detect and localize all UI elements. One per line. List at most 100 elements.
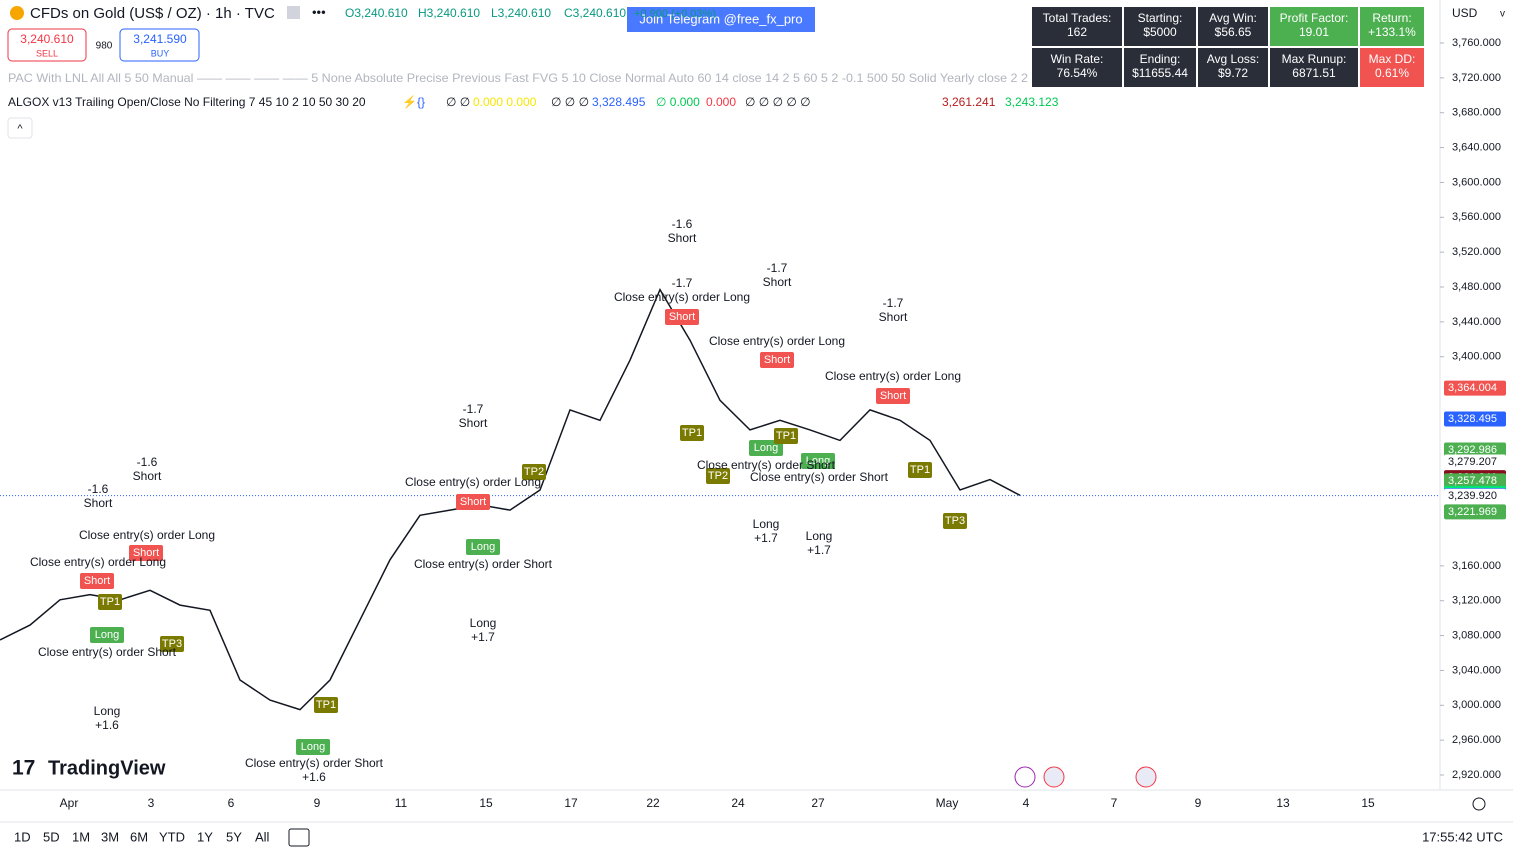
stats-value: +133.1% bbox=[1368, 25, 1416, 39]
symbol[interactable]: CFDs on Gold (US$ / OZ) · 1h · TVC bbox=[30, 5, 275, 22]
range-button[interactable]: 1Y bbox=[197, 829, 213, 844]
trade-tag bbox=[801, 453, 835, 469]
y-tick-label: 3,520.000 bbox=[1452, 246, 1501, 258]
annotation: +1.6 bbox=[95, 718, 119, 732]
range-button[interactable]: 5Y bbox=[226, 829, 242, 844]
trade-tag bbox=[466, 539, 500, 555]
indicator-value: 3,328.495 bbox=[592, 95, 646, 109]
ohlc-value: L3,240.610 bbox=[491, 6, 551, 20]
price-badge bbox=[1444, 442, 1506, 458]
sell-button[interactable] bbox=[7, 28, 87, 62]
price-badge-label: 3,257.478 bbox=[1448, 475, 1497, 487]
x-tick-label: 6 bbox=[228, 796, 235, 810]
telegram-banner[interactable] bbox=[627, 7, 815, 32]
indicator[interactable]: ALGOX v13 Trailing Open/Close No Filteri… bbox=[8, 95, 366, 109]
stats-label: Avg Loss: bbox=[1207, 52, 1259, 66]
menu[interactable]: ••• bbox=[312, 4, 326, 19]
annotation: Close entry(s) order Long bbox=[405, 475, 541, 489]
annotation: +1.6 bbox=[302, 770, 326, 784]
indicator-value: 0.000 bbox=[706, 95, 736, 109]
price-badge-label: 3,292.986 bbox=[1448, 444, 1497, 456]
y-tick-label: 3,600.000 bbox=[1452, 176, 1501, 188]
y-tick-label: 3,120.000 bbox=[1452, 595, 1501, 607]
trade-tag-label: TP3 bbox=[945, 515, 965, 527]
y-tick-label: 3,480.000 bbox=[1452, 281, 1501, 293]
range-button[interactable]: All bbox=[255, 829, 270, 844]
event-icon[interactable] bbox=[1135, 766, 1157, 788]
x-tick-label: 7 bbox=[1111, 796, 1118, 810]
range-button[interactable]: YTD bbox=[159, 829, 185, 844]
price-badge-label: 3,221.969 bbox=[1448, 506, 1497, 518]
range-button[interactable]: 5D bbox=[43, 829, 60, 844]
range-button[interactable]: 3M bbox=[101, 829, 119, 844]
y-tick-label: 2,920.000 bbox=[1452, 769, 1501, 781]
trade-tag-label: Short bbox=[880, 390, 906, 402]
trade-tag-label: Long bbox=[95, 629, 119, 641]
annotation: -1.7 bbox=[463, 402, 484, 416]
buy-button[interactable] bbox=[119, 28, 200, 62]
sell-price: 3,240.610 bbox=[20, 32, 74, 46]
annotation: -1.7 bbox=[767, 261, 788, 275]
trade-tag-label: Short bbox=[460, 496, 486, 508]
stats-cell bbox=[1270, 7, 1358, 46]
indicator[interactable]: PAC With LNL All All 5 50 Manual —— —— —… bbox=[8, 71, 1028, 85]
calendar-icon[interactable] bbox=[288, 828, 310, 847]
stats-cell bbox=[1270, 48, 1358, 87]
price-badge-label: 3,239.920 bbox=[1448, 490, 1497, 502]
indicator-value: ∅ ∅ ∅ ∅ ∅ bbox=[745, 95, 811, 109]
annotation: Close entry(s) order Short bbox=[245, 756, 384, 770]
x-tick-label: 15 bbox=[479, 796, 493, 810]
telegram[interactable]: Join Telegram @free_fx_pro bbox=[639, 11, 802, 26]
y-tick-label: 3,160.000 bbox=[1452, 560, 1501, 572]
annotation: Short bbox=[84, 496, 113, 510]
stats-value: $11655.44 bbox=[1132, 66, 1188, 80]
indicator-value: 3,261.241 bbox=[942, 95, 996, 109]
trade-tag-label: TP1 bbox=[100, 596, 120, 608]
dropdown-icon: v bbox=[1500, 9, 1505, 20]
annotation: Long bbox=[753, 517, 780, 531]
event-icon[interactable] bbox=[1014, 766, 1036, 788]
stats-value: 6871.51 bbox=[1292, 66, 1336, 80]
stats-label: Profit Factor: bbox=[1280, 11, 1349, 25]
trade-tag-label: Long bbox=[301, 741, 325, 753]
x-tick-label: 3 bbox=[148, 796, 155, 810]
symbol-icon bbox=[10, 6, 24, 20]
range-button[interactable]: 1D bbox=[14, 829, 31, 844]
range-button[interactable]: 6M bbox=[130, 829, 148, 844]
stats-value: 76.54% bbox=[1057, 66, 1098, 80]
trade-tag bbox=[908, 462, 932, 478]
stats-label: Return: bbox=[1372, 11, 1411, 25]
trade-tag bbox=[296, 739, 330, 755]
stats-label: Avg Win: bbox=[1209, 11, 1257, 25]
annotation: -1.6 bbox=[88, 482, 109, 496]
currency[interactable]: USD bbox=[1452, 6, 1478, 20]
change: +0.900 (+0.03%) bbox=[634, 8, 716, 20]
trade-tag-label: Short bbox=[764, 354, 790, 366]
annotation: Close entry(s) order Long bbox=[825, 369, 961, 383]
annotation: Short bbox=[879, 310, 908, 324]
settings-icon[interactable] bbox=[1472, 797, 1486, 811]
x-tick-label: 27 bbox=[811, 796, 825, 810]
event-icon[interactable] bbox=[1043, 766, 1065, 788]
trade-tag bbox=[160, 636, 184, 652]
trade-tag-label: TP1 bbox=[910, 464, 930, 476]
price-badge bbox=[1444, 411, 1506, 427]
stats-label: Max Runup: bbox=[1282, 52, 1347, 66]
stats-cell bbox=[1032, 48, 1122, 87]
stats-label: Win Rate: bbox=[1051, 52, 1104, 66]
trade-tag bbox=[680, 425, 704, 441]
x-tick-label: 15 bbox=[1361, 796, 1375, 810]
trade-tag bbox=[522, 464, 546, 480]
annotation: +1.7 bbox=[807, 543, 831, 557]
stats-value: 19.01 bbox=[1299, 25, 1329, 39]
icon[interactable] bbox=[287, 6, 300, 19]
y-tick-label: 3,440.000 bbox=[1452, 316, 1501, 328]
collapse-button[interactable] bbox=[7, 117, 33, 139]
annotation: Close entry(s) order Short bbox=[697, 458, 836, 472]
annotation: -1.6 bbox=[672, 217, 693, 231]
price-badge-label: 3,279.207 bbox=[1448, 456, 1497, 468]
range-button[interactable]: 1M bbox=[72, 829, 90, 844]
trade-tag-label: Long bbox=[754, 442, 778, 454]
trade-tag bbox=[98, 594, 122, 610]
